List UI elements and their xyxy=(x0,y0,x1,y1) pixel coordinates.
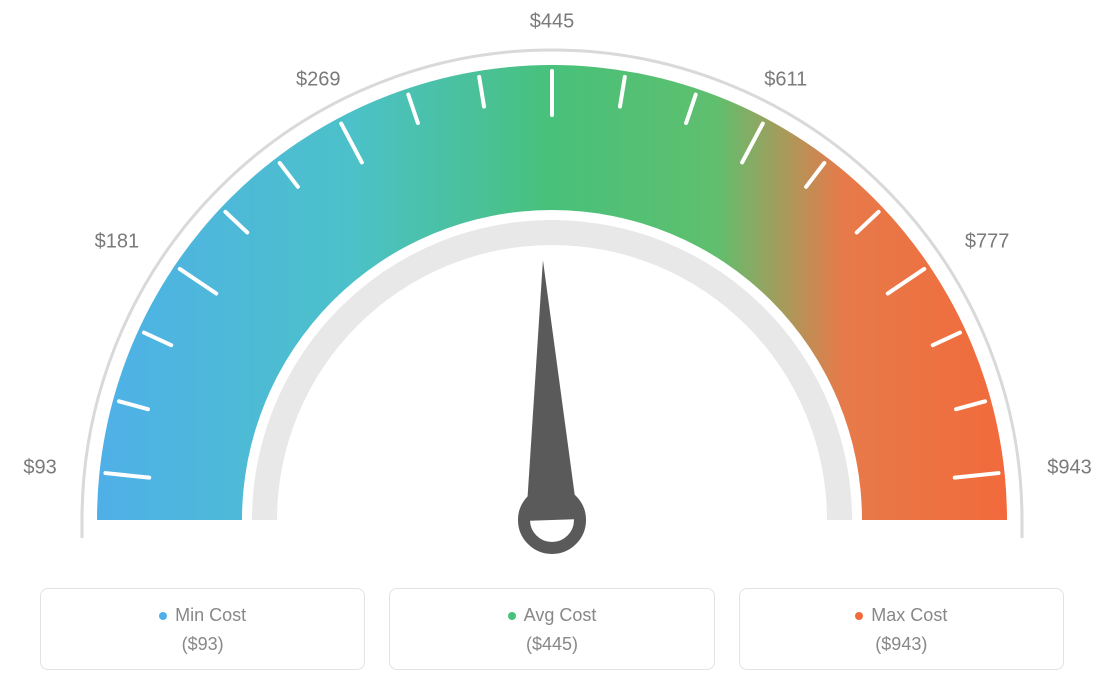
legend-value-avg: ($445) xyxy=(400,634,703,655)
gauge-tick-label: $777 xyxy=(965,230,1010,253)
legend-title-row: Avg Cost xyxy=(400,605,703,626)
legend-title-avg: Avg Cost xyxy=(524,605,597,626)
legend-title-row: Max Cost xyxy=(750,605,1053,626)
gauge-tick-label: $181 xyxy=(95,230,140,253)
gauge-tick-label: $445 xyxy=(530,11,575,34)
gauge-tick-label: $943 xyxy=(1047,456,1092,479)
gauge-svg xyxy=(0,0,1104,560)
gauge-tick-label: $269 xyxy=(296,69,341,92)
legend-title-max: Max Cost xyxy=(871,605,947,626)
legend-value-max: ($943) xyxy=(750,634,1053,655)
legend-title-min: Min Cost xyxy=(175,605,246,626)
legend-dot-avg xyxy=(508,612,516,620)
legend-card-min: Min Cost ($93) xyxy=(40,588,365,670)
legend-row: Min Cost ($93) Avg Cost ($445) Max Cost … xyxy=(40,588,1064,670)
legend-card-avg: Avg Cost ($445) xyxy=(389,588,714,670)
legend-value-min: ($93) xyxy=(51,634,354,655)
legend-card-max: Max Cost ($943) xyxy=(739,588,1064,670)
cost-gauge-container: { "gauge": { "type": "gauge", "center_x"… xyxy=(0,0,1104,690)
gauge-tick-label: $93 xyxy=(23,456,56,479)
gauge-chart: $93 $181 $269 $445 $611 $777 $943 xyxy=(0,0,1104,560)
legend-dot-min xyxy=(159,612,167,620)
legend-dot-max xyxy=(855,612,863,620)
gauge-tick-label: $611 xyxy=(764,69,807,92)
legend-title-row: Min Cost xyxy=(51,605,354,626)
